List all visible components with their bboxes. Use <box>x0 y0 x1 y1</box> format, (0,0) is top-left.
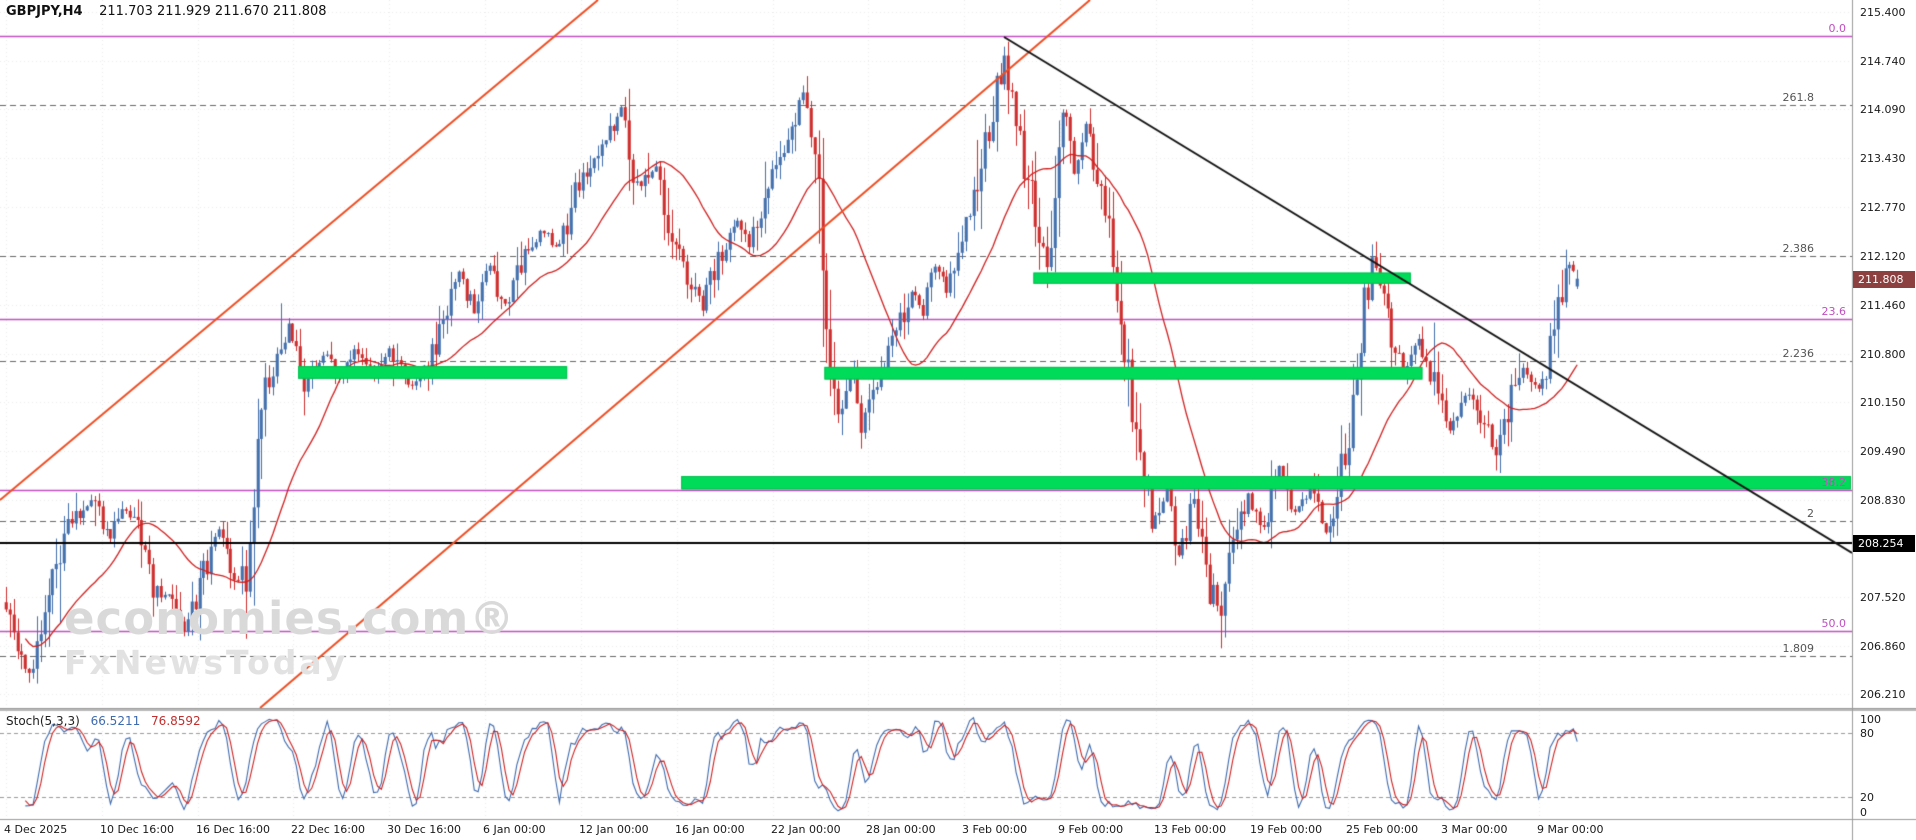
ohlc-values: 211.703 211.929 211.670 211.808 <box>99 4 327 19</box>
watermark-brand: economies.com® <box>64 592 516 645</box>
time-tick-12: 9 Feb 00:00 <box>1058 823 1124 836</box>
fib-expansion-label-2: 2 <box>1807 507 1814 520</box>
time-tick-10: 28 Jan 00:00 <box>866 823 936 836</box>
time-tick-15: 25 Feb 00:00 <box>1346 823 1419 836</box>
time-tick-2: 10 Dec 16:00 <box>100 823 174 836</box>
fib-label-0.0: 0.0 <box>1828 22 1847 35</box>
price-tick-214.740: 214.740 <box>1860 55 1906 68</box>
time-tick-3: 16 Dec 16:00 <box>196 823 270 836</box>
price-axis[interactable] <box>1852 0 1916 840</box>
time-axis[interactable] <box>0 820 1852 840</box>
time-tick-14: 19 Feb 00:00 <box>1250 823 1323 836</box>
stoch-axis-label-100: 100 <box>1860 713 1881 726</box>
support-price-tag: 208.254 <box>1853 535 1915 552</box>
time-tick-1: 4 Dec 2025 <box>4 823 68 836</box>
time-tick-13: 13 Feb 00:00 <box>1154 823 1227 836</box>
current-price-tag: 211.808 <box>1853 271 1915 288</box>
time-tick-9: 22 Jan 00:00 <box>771 823 841 836</box>
price-tick-212.120: 212.120 <box>1860 250 1906 263</box>
stoch-signal-value: 76.8592 <box>151 714 201 728</box>
price-tick-213.430: 213.430 <box>1860 152 1906 165</box>
stoch-axis-label-80: 80 <box>1860 727 1874 740</box>
fib-expansion-label-261.8: 261.8 <box>1782 91 1815 104</box>
price-tick-208.830: 208.830 <box>1860 494 1906 507</box>
fib-expansion-label-2.386: 2.386 <box>1782 242 1815 255</box>
chart-ohlc-header: GBPJPY,H4 211.703 211.929 211.670 211.80… <box>6 4 327 19</box>
stoch-indicator-label: Stoch(5,3,3) 66.5211 76.8592 <box>6 714 201 728</box>
price-tick-210.150: 210.150 <box>1860 396 1906 409</box>
stoch-axis-label-20: 20 <box>1860 791 1874 804</box>
price-tick-206.860: 206.860 <box>1860 640 1906 653</box>
price-tick-212.770: 212.770 <box>1860 201 1906 214</box>
fib-expansion-label-2.236: 2.236 <box>1782 347 1815 360</box>
time-tick-6: 6 Jan 00:00 <box>483 823 546 836</box>
stoch-axis-label-0: 0 <box>1860 806 1867 819</box>
price-tick-209.490: 209.490 <box>1860 445 1906 458</box>
price-tick-214.090: 214.090 <box>1860 103 1906 116</box>
stoch-name: Stoch(5,3,3) <box>6 714 80 728</box>
fib-label-23.6: 23.6 <box>1821 305 1847 318</box>
price-tick-207.520: 207.520 <box>1860 591 1906 604</box>
time-tick-5: 30 Dec 16:00 <box>387 823 461 836</box>
fib-expansion-label-1.809: 1.809 <box>1782 642 1815 655</box>
fib-label-50.0: 50.0 <box>1821 617 1847 630</box>
time-tick-11: 3 Feb 00:00 <box>962 823 1028 836</box>
time-tick-7: 12 Jan 00:00 <box>579 823 649 836</box>
symbol-timeframe: GBPJPY,H4 <box>6 4 83 19</box>
time-tick-17: 9 Mar 00:00 <box>1537 823 1604 836</box>
fib-label-38.2: 38.2 <box>1821 476 1847 489</box>
price-tick-206.210: 206.210 <box>1860 688 1906 701</box>
price-tick-211.460: 211.460 <box>1860 299 1906 312</box>
time-tick-8: 16 Jan 00:00 <box>675 823 745 836</box>
price-tick-210.800: 210.800 <box>1860 348 1906 361</box>
stoch-main-value: 66.5211 <box>90 714 141 728</box>
price-tick-215.400: 215.400 <box>1860 6 1906 19</box>
time-tick-4: 22 Dec 16:00 <box>291 823 365 836</box>
watermark-sub: FxNewsToday <box>64 642 349 682</box>
time-tick-16: 3 Mar 00:00 <box>1441 823 1508 836</box>
watermark: economies.com® FxNewsToday <box>64 596 515 680</box>
